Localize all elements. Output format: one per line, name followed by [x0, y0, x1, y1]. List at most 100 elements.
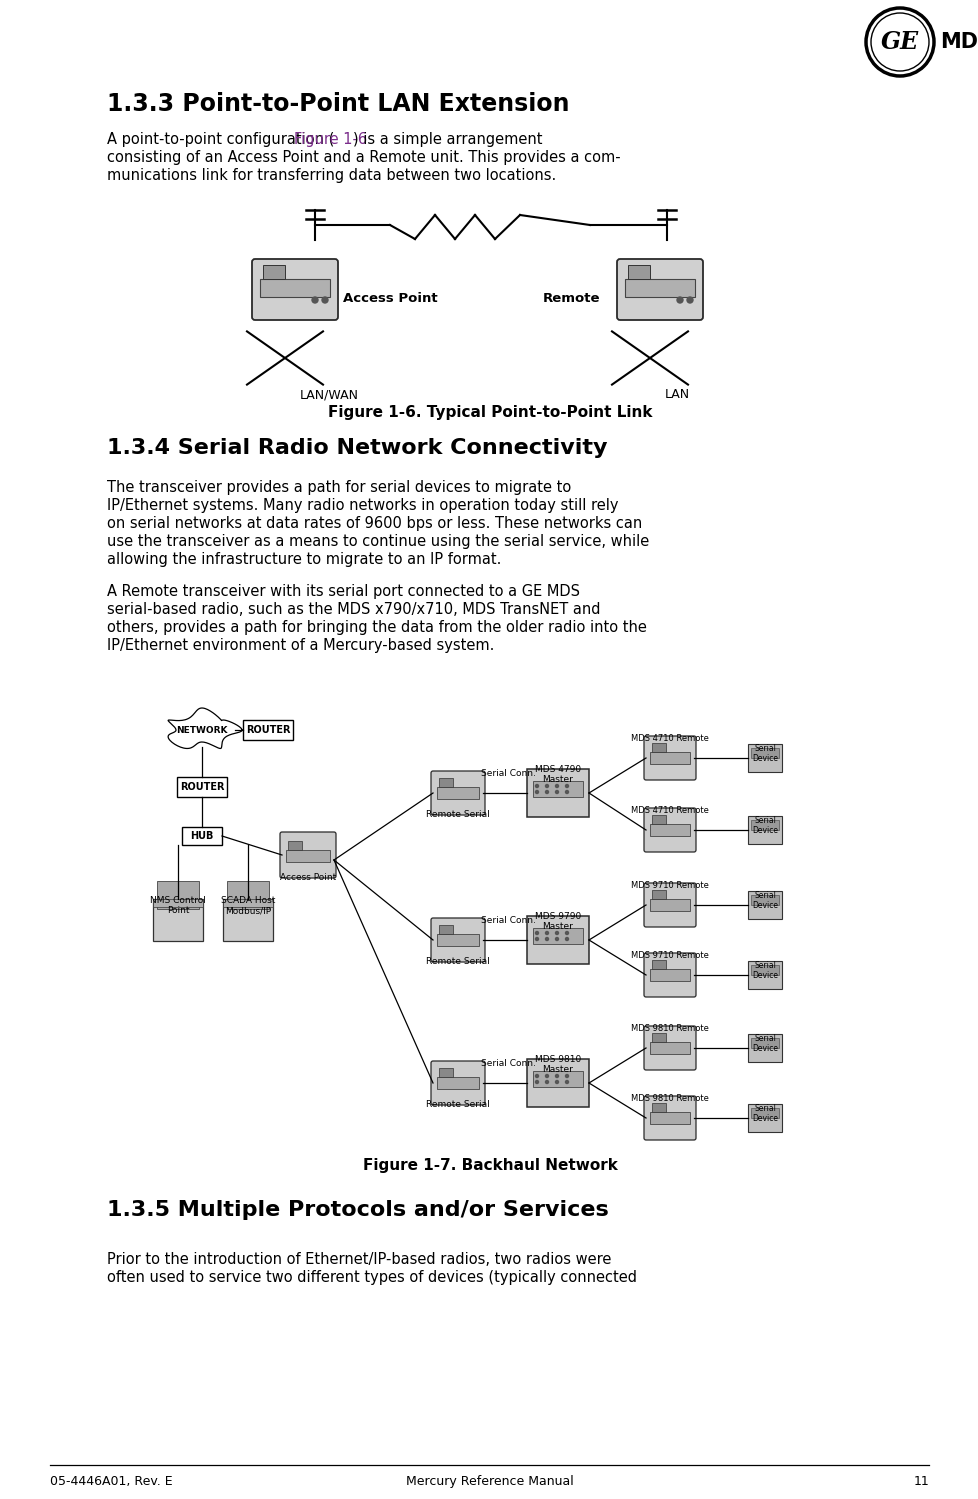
Text: MDS 9710 Remote: MDS 9710 Remote: [631, 881, 708, 890]
FancyBboxPatch shape: [243, 720, 292, 741]
FancyBboxPatch shape: [156, 881, 199, 908]
Circle shape: [555, 1081, 557, 1084]
FancyBboxPatch shape: [649, 968, 689, 980]
FancyBboxPatch shape: [747, 961, 781, 989]
Text: LAN/WAN: LAN/WAN: [299, 388, 359, 402]
Text: MDS 9810 Remote: MDS 9810 Remote: [631, 1024, 708, 1033]
FancyBboxPatch shape: [624, 279, 694, 297]
FancyBboxPatch shape: [750, 748, 778, 758]
FancyBboxPatch shape: [644, 1096, 695, 1141]
FancyBboxPatch shape: [438, 1067, 453, 1076]
Text: allowing the infrastructure to migrate to an IP format.: allowing the infrastructure to migrate t…: [107, 552, 501, 567]
Text: MDS 4710 Remote: MDS 4710 Remote: [631, 735, 708, 744]
FancyBboxPatch shape: [263, 265, 285, 279]
FancyBboxPatch shape: [438, 778, 453, 787]
FancyBboxPatch shape: [649, 752, 689, 764]
FancyBboxPatch shape: [750, 895, 778, 905]
FancyBboxPatch shape: [616, 259, 702, 319]
Text: Remote Serial: Remote Serial: [425, 956, 489, 965]
FancyBboxPatch shape: [627, 265, 649, 279]
Text: MDS 9710 Remote: MDS 9710 Remote: [631, 950, 708, 959]
FancyBboxPatch shape: [280, 832, 335, 878]
Circle shape: [535, 790, 538, 793]
Text: HUB: HUB: [190, 830, 213, 841]
Circle shape: [555, 784, 557, 787]
FancyBboxPatch shape: [438, 925, 453, 934]
FancyBboxPatch shape: [651, 959, 665, 968]
FancyBboxPatch shape: [286, 850, 330, 862]
FancyBboxPatch shape: [750, 1108, 778, 1118]
Text: Serial
Device: Serial Device: [751, 815, 778, 835]
Text: Serial Conn.: Serial Conn.: [480, 1058, 535, 1067]
FancyBboxPatch shape: [644, 953, 695, 997]
Text: Access Point: Access Point: [342, 291, 437, 304]
Text: use the transceiver as a means to continue using the serial service, while: use the transceiver as a means to contin…: [107, 534, 648, 549]
FancyBboxPatch shape: [651, 815, 665, 824]
Text: A Remote transceiver with its serial port connected to a GE MDS: A Remote transceiver with its serial por…: [107, 585, 579, 600]
Text: MDS 4710 Remote: MDS 4710 Remote: [631, 806, 708, 815]
FancyBboxPatch shape: [260, 279, 330, 297]
Text: Mercury Reference Manual: Mercury Reference Manual: [406, 1475, 573, 1489]
FancyBboxPatch shape: [747, 1103, 781, 1132]
Circle shape: [545, 1081, 548, 1084]
FancyBboxPatch shape: [251, 259, 337, 319]
FancyBboxPatch shape: [644, 1025, 695, 1070]
Text: The transceiver provides a path for serial devices to migrate to: The transceiver provides a path for seri…: [107, 480, 571, 495]
Text: ROUTER: ROUTER: [180, 782, 224, 791]
Text: IP/Ethernet environment of a Mercury-based system.: IP/Ethernet environment of a Mercury-bas…: [107, 639, 494, 654]
FancyBboxPatch shape: [649, 1112, 689, 1124]
FancyBboxPatch shape: [750, 820, 778, 830]
FancyBboxPatch shape: [651, 744, 665, 752]
Circle shape: [535, 784, 538, 787]
Text: MDS 9810 Remote: MDS 9810 Remote: [631, 1094, 708, 1103]
FancyBboxPatch shape: [153, 899, 202, 941]
FancyBboxPatch shape: [526, 916, 589, 964]
Text: NETWORK: NETWORK: [176, 726, 228, 735]
Text: LAN: LAN: [664, 388, 689, 402]
FancyBboxPatch shape: [430, 770, 484, 815]
Text: 05-4446A01, Rev. E: 05-4446A01, Rev. E: [50, 1475, 172, 1489]
Polygon shape: [168, 708, 242, 748]
Circle shape: [545, 1075, 548, 1078]
Text: 1.3.4 Serial Radio Network Connectivity: 1.3.4 Serial Radio Network Connectivity: [107, 438, 607, 459]
Text: Serial
Device: Serial Device: [751, 890, 778, 910]
Text: Remote: Remote: [542, 291, 600, 304]
Text: 1.3.5 Multiple Protocols and/or Services: 1.3.5 Multiple Protocols and/or Services: [107, 1201, 608, 1220]
Circle shape: [545, 931, 548, 934]
Circle shape: [677, 297, 683, 303]
Circle shape: [555, 931, 557, 934]
Text: Serial
Device: Serial Device: [751, 961, 778, 980]
FancyBboxPatch shape: [750, 965, 778, 974]
Text: often used to service two different types of devices (typically connected: often used to service two different type…: [107, 1270, 637, 1285]
Text: ) is a simple arrangement: ) is a simple arrangement: [352, 132, 542, 147]
Text: IP/Ethernet systems. Many radio networks in operation today still rely: IP/Ethernet systems. Many radio networks…: [107, 498, 618, 513]
FancyBboxPatch shape: [182, 827, 222, 845]
Text: Remote Serial: Remote Serial: [425, 809, 489, 818]
Circle shape: [545, 790, 548, 793]
FancyBboxPatch shape: [532, 928, 583, 944]
FancyBboxPatch shape: [649, 824, 689, 836]
Text: Figure 1-6. Typical Point-to-Point Link: Figure 1-6. Typical Point-to-Point Link: [328, 405, 651, 420]
Text: NMS Control
Point: NMS Control Point: [150, 896, 205, 916]
Text: MDS 4790
Master: MDS 4790 Master: [534, 764, 581, 784]
FancyBboxPatch shape: [747, 815, 781, 844]
Circle shape: [312, 297, 318, 303]
Circle shape: [555, 790, 557, 793]
Text: MDS: MDS: [939, 31, 978, 52]
FancyBboxPatch shape: [526, 1058, 589, 1106]
Text: Serial Conn.: Serial Conn.: [480, 916, 535, 925]
Text: Serial
Device: Serial Device: [751, 744, 778, 763]
FancyBboxPatch shape: [644, 883, 695, 926]
Text: GE: GE: [880, 30, 918, 54]
FancyBboxPatch shape: [532, 1070, 583, 1087]
FancyBboxPatch shape: [747, 744, 781, 772]
Circle shape: [565, 931, 568, 934]
Text: others, provides a path for bringing the data from the older radio into the: others, provides a path for bringing the…: [107, 621, 646, 636]
Text: Serial Conn.: Serial Conn.: [480, 769, 535, 778]
Text: Serial
Device: Serial Device: [751, 1034, 778, 1054]
FancyBboxPatch shape: [436, 1076, 478, 1088]
FancyBboxPatch shape: [288, 841, 301, 850]
Circle shape: [545, 937, 548, 940]
Text: 1.3.3 Point-to-Point LAN Extension: 1.3.3 Point-to-Point LAN Extension: [107, 91, 569, 115]
FancyBboxPatch shape: [651, 890, 665, 899]
